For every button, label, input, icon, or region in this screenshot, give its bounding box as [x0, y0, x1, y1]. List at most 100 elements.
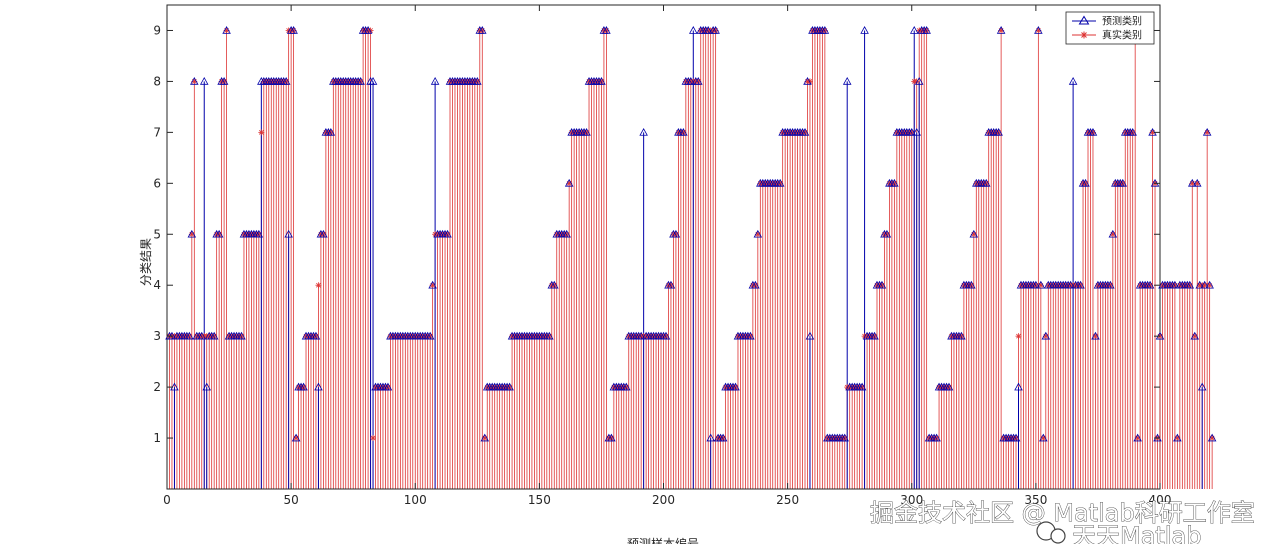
- predicted-point: [197, 331, 207, 340]
- predicted-point: [775, 178, 785, 187]
- predicted-point: [1118, 178, 1128, 187]
- x-tick-label: 0: [163, 493, 171, 507]
- predicted-point: [1128, 127, 1137, 136]
- true-class-stems: [169, 30, 1213, 489]
- predicted-point: [922, 26, 931, 34]
- predicted-point: [314, 382, 323, 391]
- predicted-point: [326, 127, 336, 136]
- predicted-class-markers: [165, 26, 1217, 442]
- predicted-point: [185, 331, 194, 340]
- x-tick-label: 150: [528, 493, 551, 507]
- predicted-point: [639, 127, 648, 136]
- predicted-point: [967, 280, 976, 289]
- predicted-point: [996, 26, 1006, 34]
- true-point: [258, 129, 265, 136]
- predicted-point: [800, 127, 810, 136]
- predicted-point: [1173, 433, 1182, 442]
- y-tick-label: 1: [153, 431, 161, 445]
- predicted-point: [860, 26, 869, 34]
- predicted-point: [480, 433, 490, 442]
- predicted-point: [1041, 331, 1051, 340]
- predicted-point: [1014, 382, 1023, 391]
- predicted-point: [1068, 76, 1078, 85]
- predicted-point: [1200, 280, 1209, 289]
- x-tick-label: 50: [283, 493, 298, 507]
- predicted-point: [907, 127, 917, 136]
- predicted-point: [1091, 331, 1100, 340]
- predicted-point: [602, 26, 611, 34]
- predicted-point: [505, 382, 514, 391]
- predicted-point: [661, 331, 671, 340]
- predicted-point: [1205, 280, 1214, 289]
- predicted-point: [1190, 331, 1200, 340]
- predicted-point: [607, 433, 616, 442]
- predicted-point: [1076, 280, 1085, 289]
- predicted-point: [666, 280, 676, 289]
- y-tick-label: 3: [153, 329, 161, 343]
- predicted-point: [1185, 280, 1195, 289]
- predicted-point: [199, 76, 209, 85]
- x-tick-label: 400: [1149, 493, 1172, 507]
- predicted-point: [957, 331, 966, 340]
- predicted-point: [428, 280, 437, 289]
- predicted-point: [877, 280, 887, 289]
- triangle-icon: [1078, 15, 1090, 25]
- predicted-point: [1036, 280, 1046, 289]
- predicted-point: [363, 26, 373, 34]
- predicted-point: [383, 382, 393, 391]
- predicted-point: [1108, 229, 1118, 238]
- predicted-point: [1011, 433, 1021, 442]
- predicted-point: [425, 331, 435, 340]
- y-tick-label: 8: [153, 74, 161, 88]
- predicted-point: [291, 433, 301, 442]
- legend: 预测类别 真实类别: [1065, 11, 1155, 45]
- x-tick-label: 250: [776, 493, 799, 507]
- predicted-point: [805, 331, 815, 340]
- predicted-point: [751, 280, 760, 289]
- predicted-point: [689, 26, 698, 34]
- true-point: [806, 78, 813, 85]
- true-point: [1015, 333, 1022, 340]
- predicted-point: [1088, 127, 1098, 136]
- predicted-point: [597, 76, 606, 85]
- predicted-point: [545, 331, 554, 340]
- predicted-point: [1192, 178, 1202, 187]
- predicted-point: [969, 229, 979, 238]
- predicted-point: [870, 331, 879, 340]
- predicted-point: [718, 433, 728, 442]
- predicted-point: [289, 26, 298, 34]
- true-point: [370, 435, 377, 442]
- predicted-point: [284, 229, 293, 238]
- predicted-point: [219, 76, 229, 85]
- predicted-point: [549, 280, 559, 289]
- legend-box: [1065, 11, 1155, 45]
- predicted-point: [1145, 280, 1155, 289]
- predicted-point: [582, 127, 591, 136]
- x-tick-label: 350: [1024, 493, 1047, 507]
- legend-label-predicted: 预测类别: [1102, 15, 1142, 28]
- predicted-point: [356, 76, 365, 85]
- predicted-point: [368, 76, 378, 85]
- predicted-point: [190, 76, 199, 85]
- predicted-point: [932, 433, 941, 442]
- predicted-point: [281, 76, 291, 85]
- predicted-point: [671, 229, 681, 238]
- predicted-point: [693, 76, 703, 85]
- asterisk-icon: [1080, 31, 1088, 39]
- y-axis-ticks: 1 2 3 4 5 6 7 8 9: [153, 23, 1160, 445]
- predicted-point: [636, 331, 646, 340]
- predicted-point: [222, 26, 231, 34]
- predicted-point: [820, 26, 830, 34]
- predicted-point: [1207, 433, 1217, 442]
- predicted-point: [209, 331, 219, 340]
- predicted-point: [803, 76, 812, 85]
- y-tick-label: 5: [153, 227, 161, 241]
- predicted-point: [254, 229, 264, 238]
- predicted-point: [1202, 127, 1212, 136]
- watermark-text: 掘金技术社区 @ Matlab科研工作室: [870, 499, 1255, 527]
- predicted-point: [1197, 382, 1207, 391]
- predicted-point: [319, 229, 328, 238]
- predicted-point: [1031, 280, 1041, 289]
- predicted-point: [731, 382, 740, 391]
